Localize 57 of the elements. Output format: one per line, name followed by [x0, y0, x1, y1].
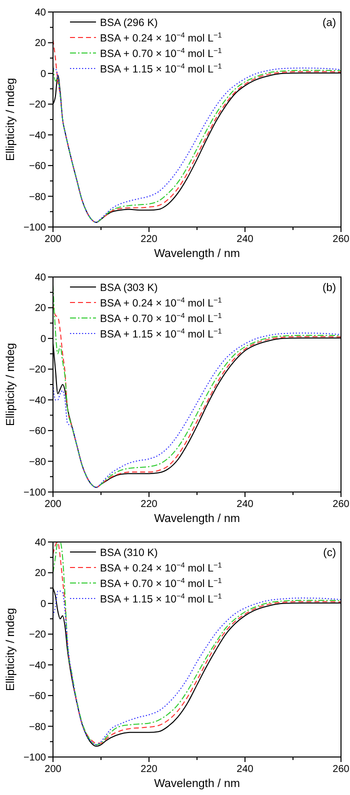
x-tick-label: 220: [140, 499, 158, 510]
y-tick-label: −20: [29, 630, 46, 641]
y-tick-label: −100: [23, 488, 46, 498]
legend-label: BSA + 0.24 × 10$^{−4}$ mol L$^{−1}$: [100, 30, 222, 44]
y-tick-label: −20: [29, 100, 46, 111]
x-axis-title: Wavelength / nm: [154, 248, 240, 260]
annotation: (a): [322, 17, 336, 29]
y-tick-label: 20: [34, 568, 46, 580]
x-tick-label: 260: [332, 234, 350, 245]
y-tick-label: 0: [40, 598, 46, 610]
y-tick-label: −60: [29, 691, 46, 702]
y-tick-label: 0: [40, 68, 46, 80]
y-tick-label: −100: [23, 222, 46, 234]
legend-label: BSA (303 K): [100, 282, 158, 294]
y-tick-label: −80: [29, 722, 46, 733]
legend-label: BSA (310 K): [100, 547, 158, 559]
y-tick-label: 20: [34, 303, 46, 314]
y-tick-label: 40: [34, 8, 46, 18]
y-tick-label: 0: [40, 334, 46, 345]
x-tick-label: 200: [44, 764, 62, 775]
x-tick-label: 220: [140, 234, 158, 245]
x-axis-title: Wavelength / nm: [154, 778, 240, 790]
y-tick-label: −80: [29, 456, 46, 468]
legend-label: BSA + 1.15 × 10$^{−4}$ mol L$^{−1}$: [100, 61, 222, 76]
y-tick-label: 20: [34, 38, 46, 50]
x-tick-label: 240: [236, 499, 254, 510]
x-axis-title: Wavelength / nm: [154, 513, 240, 525]
y-tick-label: −40: [29, 395, 46, 406]
x-tick-label: 220: [140, 764, 158, 775]
legend-label: BSA + 0.70 × 10$^{−4}$ mol L$^{−1}$: [100, 310, 222, 325]
x-tick-label: 200: [44, 234, 62, 245]
y-tick-label: −100: [23, 752, 46, 764]
legend-label: BSA + 0.70 × 10$^{−4}$ mol L$^{−1}$: [100, 576, 222, 590]
legend-label: BSA + 1.15 × 10$^{−4}$ mol L$^{−1}$: [100, 326, 222, 340]
x-tick-label: 260: [332, 499, 350, 510]
legend-label: BSA + 0.70 × 10$^{−4}$ mol L$^{−1}$: [100, 46, 222, 60]
y-tick-label: −60: [29, 161, 46, 172]
legend-label: BSA (296 K): [100, 17, 158, 29]
y-tick-label: 40: [34, 272, 46, 284]
y-axis-title: Ellipticity / mdeg: [5, 608, 17, 692]
x-tick-label: 260: [332, 764, 350, 775]
y-tick-label: −40: [29, 130, 46, 142]
annotation: (b): [322, 282, 336, 294]
y-tick-label: 40: [34, 538, 46, 548]
y-tick-label: −60: [29, 426, 46, 438]
x-tick-label: 200: [44, 499, 62, 510]
y-axis-title: Ellipticity / mdeg: [5, 78, 17, 162]
x-tick-label: 240: [236, 234, 254, 245]
x-tick-label: 240: [236, 764, 254, 775]
annotation: (c): [323, 547, 336, 559]
y-tick-label: −20: [29, 364, 46, 376]
legend-label: BSA + 0.24 × 10$^{−4}$ mol L$^{−1}$: [100, 560, 222, 574]
y-tick-label: −40: [29, 660, 46, 672]
legend-label: BSA + 1.15 × 10$^{−4}$ mol L$^{−1}$: [100, 591, 222, 606]
y-tick-label: −80: [29, 192, 46, 203]
legend-label: BSA + 0.24 × 10$^{−4}$ mol L$^{−1}$: [100, 295, 222, 310]
y-axis-title: Ellipticity / mdeg: [5, 342, 17, 426]
